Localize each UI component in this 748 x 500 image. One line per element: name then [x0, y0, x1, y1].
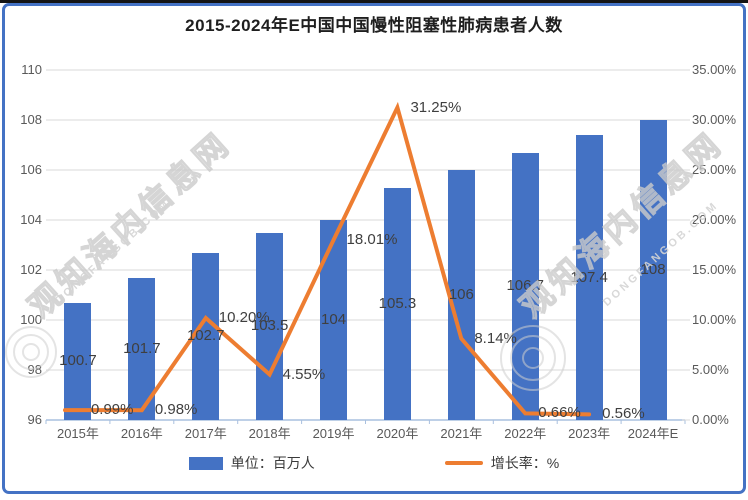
legend-item-line: 增长率：% [444, 453, 560, 473]
chart-title: 2015-2024年E中国中国慢性阻塞性肺病患者人数 [185, 16, 563, 35]
bar-value-label: 106 [448, 286, 474, 303]
legend-bar-label: 单位：百万人 [230, 455, 315, 471]
x-axis-category-label: 2022年 [504, 426, 547, 441]
line-value-label: 10.20% [218, 309, 270, 326]
x-axis-category-label: 2019年 [312, 426, 355, 441]
x-axis-category-label: 2024年E [627, 426, 679, 441]
bar-value-label: 103.5 [250, 317, 289, 335]
legend-line-label: 增长率：% [490, 455, 560, 471]
bar-series-swatch [188, 456, 223, 470]
line-value-label: 0.66% [538, 404, 581, 422]
x-axis-category-label: 2021年 [440, 426, 483, 441]
left-axis-tick-label: 96 [27, 412, 42, 427]
bar-2021年 [447, 170, 475, 420]
growth-rate-line [63, 101, 592, 417]
x-axis-category-label: 2015年 [56, 426, 99, 441]
bar-2015年 [64, 302, 92, 420]
right-axis-tick-label: 20.00% [692, 212, 737, 227]
right-axis-tick-label: 25.00% [692, 162, 737, 177]
line-value-label: 4.55% [282, 365, 326, 383]
line-value-label: 0.56% [602, 405, 645, 423]
x-axis-category-label: 2016年 [120, 426, 163, 441]
left-axis-tick-label: 104 [20, 212, 42, 227]
left-axis-tick-label: 100 [20, 312, 42, 327]
bar-value-label: 107.4 [570, 268, 608, 286]
bar-2022年 [511, 152, 539, 420]
right-axis-tick-label: 0.00% [692, 412, 729, 427]
bar-value-label: 104 [321, 311, 347, 328]
x-axis-category-label: 2023年 [568, 426, 611, 441]
bar-value-label: 108 [640, 261, 666, 278]
left-axis-tick-label: 106 [20, 162, 42, 177]
x-axis-category-label: 2020年 [376, 426, 419, 441]
right-axis-tick-label: 35.00% [692, 62, 737, 77]
bar-2024年E [639, 120, 667, 420]
legend: 单位：百万人 增长率：% [0, 453, 748, 473]
bar-2020年 [383, 187, 411, 420]
bar-value-label: 102.7 [186, 327, 225, 345]
line-series-swatch [444, 461, 483, 465]
line-value-label: 31.25% [410, 98, 462, 116]
x-axis-category-label: 2017年 [184, 426, 227, 441]
bar-2018年 [256, 232, 284, 420]
legend-item-bar: 单位：百万人 [188, 453, 315, 473]
x-axis-category-label: 2018年 [248, 426, 291, 441]
line-value-label: 8.14% [474, 329, 517, 347]
left-axis-tick-label: 108 [20, 112, 42, 127]
line-value-label: 18.01% [346, 230, 398, 248]
right-axis-tick-label: 15.00% [692, 262, 737, 277]
line-value-label: 0.99% [90, 401, 134, 419]
line-value-label: 0.98% [154, 401, 198, 419]
bar-value-label: 100.7 [59, 352, 97, 370]
bar-2019年 [320, 220, 348, 420]
left-axis-tick-label: 98 [27, 362, 42, 377]
right-axis-tick-label: 10.00% [692, 312, 737, 327]
bar-2017年 [192, 252, 220, 420]
bar-value-label: 106.7 [506, 277, 545, 295]
top-border-line [0, 0, 748, 3]
left-axis-tick-label: 110 [21, 62, 42, 77]
bar-2023年 [575, 135, 603, 420]
right-axis-tick-label: 30.00% [692, 112, 737, 127]
right-axis-tick-label: 5.00% [692, 362, 729, 377]
bar-value-label: 105.3 [378, 294, 417, 312]
bar-value-label: 101.7 [123, 339, 161, 357]
left-axis-tick-label: 102 [20, 262, 42, 277]
